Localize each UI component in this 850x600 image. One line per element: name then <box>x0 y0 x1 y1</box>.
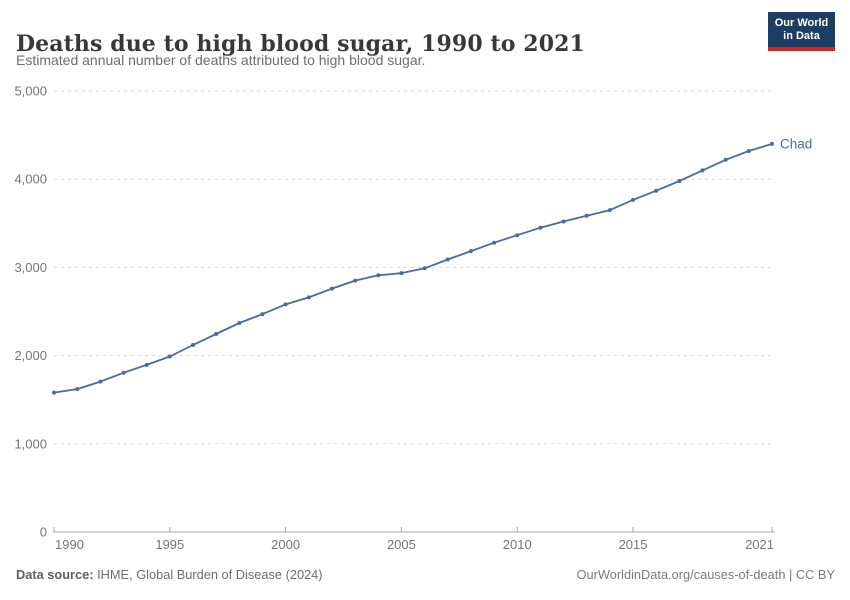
x-axis-tick-label: 2005 <box>387 537 416 552</box>
data-point[interactable] <box>329 286 334 291</box>
data-point[interactable] <box>538 225 543 230</box>
data-point[interactable] <box>306 295 311 300</box>
data-point[interactable] <box>445 257 450 262</box>
data-source-note: Data source: IHME, Global Burden of Dise… <box>16 567 323 582</box>
data-point[interactable] <box>468 249 473 254</box>
data-point[interactable] <box>121 370 126 375</box>
data-point[interactable] <box>52 390 56 395</box>
data-point[interactable] <box>746 149 751 153</box>
attribution-link[interactable]: OurWorldinData.org/causes-of-death | CC … <box>576 567 835 582</box>
y-axis-tick-label: 5,000 <box>14 84 47 99</box>
data-point[interactable] <box>515 233 520 238</box>
data-point[interactable] <box>700 168 705 173</box>
data-point[interactable] <box>607 208 612 213</box>
series-line-chad[interactable] <box>53 142 773 394</box>
data-point[interactable] <box>167 354 172 359</box>
data-point[interactable] <box>144 362 149 367</box>
x-axis-tick-label: 2021 <box>745 537 774 552</box>
data-source-value: IHME, Global Burden of Disease (2024) <box>93 567 323 582</box>
owid-logo-line1: Our World <box>774 17 829 29</box>
data-point[interactable] <box>584 213 589 218</box>
data-point[interactable] <box>677 179 682 183</box>
data-point[interactable] <box>98 379 103 384</box>
data-point[interactable] <box>376 273 381 278</box>
data-point[interactable] <box>723 157 728 162</box>
data-point[interactable] <box>353 278 358 283</box>
data-source-label: Data source: <box>16 567 94 582</box>
data-point[interactable] <box>399 271 404 276</box>
data-point[interactable] <box>191 343 195 347</box>
data-point[interactable] <box>561 219 566 224</box>
series-end-label: Chad <box>780 136 812 151</box>
x-axis-tick-label: 2010 <box>503 537 532 552</box>
data-point[interactable] <box>237 321 242 325</box>
x-axis-tick-label: 1990 <box>55 537 84 552</box>
x-axis-tick-label: 2015 <box>619 537 648 552</box>
data-point[interactable] <box>260 312 265 317</box>
data-point[interactable] <box>492 240 497 245</box>
y-axis-tick-label: 1,000 <box>14 436 47 451</box>
x-axis-tick-label: 1995 <box>155 537 184 552</box>
data-point[interactable] <box>283 302 288 307</box>
owid-logo-line2: in Data <box>783 30 820 42</box>
data-point[interactable] <box>654 188 659 193</box>
data-point[interactable] <box>422 266 427 271</box>
data-point[interactable] <box>214 332 219 336</box>
y-axis-tick-label: 4,000 <box>14 172 47 187</box>
chart-footer: Data source: IHME, Global Burden of Dise… <box>16 567 835 582</box>
chart-title: Deaths due to high blood sugar, 1990 to … <box>16 30 585 57</box>
data-point[interactable] <box>631 197 635 202</box>
x-axis-tick-label: 2000 <box>271 537 300 552</box>
chart-subtitle: Estimated annual number of deaths attrib… <box>16 52 426 68</box>
y-axis-tick-label: 2,000 <box>14 348 47 363</box>
data-point[interactable] <box>75 387 80 392</box>
data-point[interactable] <box>770 141 774 146</box>
y-axis-tick-label: 3,000 <box>14 260 47 275</box>
owid-logo[interactable]: Our World in Data <box>768 12 835 51</box>
y-axis-tick-label: 0 <box>40 525 47 540</box>
